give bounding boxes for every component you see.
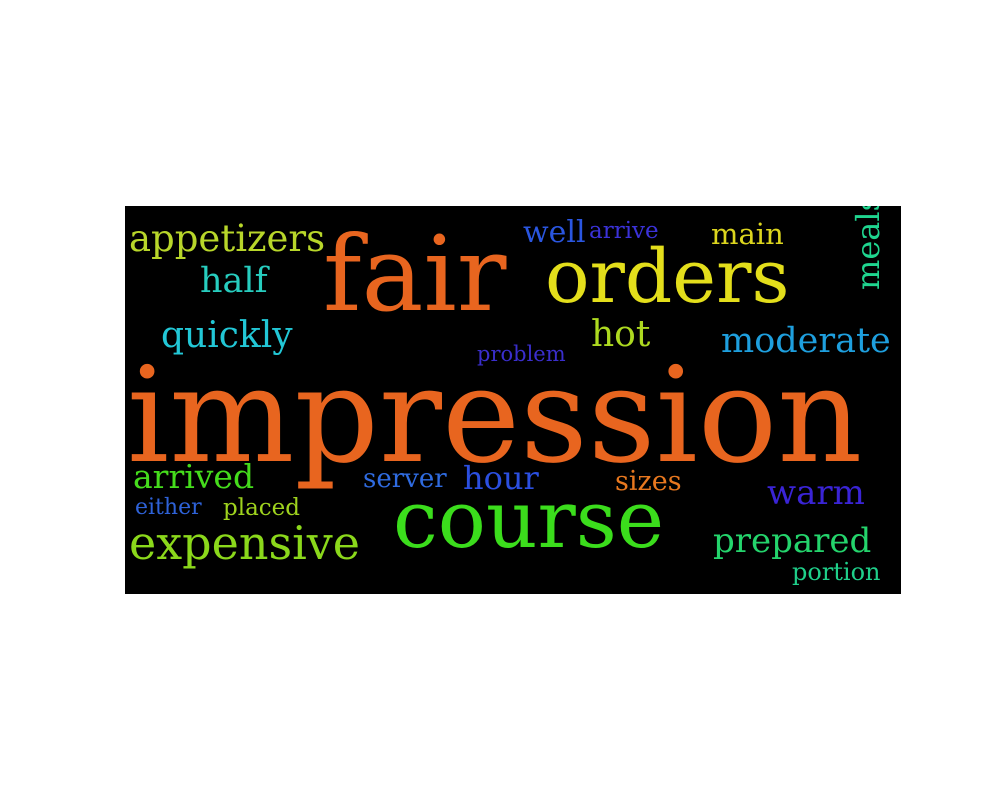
word-quickly: quickly bbox=[161, 315, 293, 356]
word-warm: warm bbox=[767, 473, 865, 513]
word-main: main bbox=[711, 217, 784, 251]
word-orders: orders bbox=[545, 234, 790, 320]
word-hour: hour bbox=[463, 459, 539, 497]
word-placed: placed bbox=[223, 495, 301, 521]
word-half: half bbox=[200, 261, 268, 301]
word-arrive: arrive bbox=[589, 218, 659, 244]
word-cloud: impression fair orders course expensive … bbox=[125, 206, 901, 594]
word-sizes: sizes bbox=[615, 466, 682, 497]
word-expensive: expensive bbox=[129, 516, 360, 570]
word-either: either bbox=[135, 495, 202, 520]
word-arrived: arrived bbox=[133, 457, 255, 496]
word-server: server bbox=[363, 464, 447, 494]
word-well: well bbox=[523, 215, 586, 250]
word-portion: portion bbox=[792, 558, 881, 586]
word-appetizers: appetizers bbox=[129, 217, 326, 260]
word-fair: fair bbox=[323, 213, 507, 335]
word-meals: meals bbox=[849, 206, 887, 290]
word-hot: hot bbox=[591, 314, 651, 355]
word-impression: impression bbox=[127, 339, 863, 493]
word-moderate: moderate bbox=[721, 321, 891, 361]
word-prepared: prepared bbox=[713, 521, 872, 561]
word-problem: problem bbox=[477, 342, 566, 366]
word-course: course bbox=[393, 473, 665, 566]
